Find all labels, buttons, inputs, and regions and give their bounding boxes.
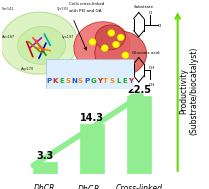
Text: Substrate: Substrate bbox=[134, 5, 154, 9]
Text: rec. E. coli cells: rec. E. coli cells bbox=[71, 81, 102, 85]
Text: Tyr193: Tyr193 bbox=[56, 7, 69, 11]
Text: S: S bbox=[109, 78, 114, 84]
Circle shape bbox=[101, 45, 108, 51]
Text: Lys197: Lys197 bbox=[62, 35, 74, 39]
Text: O: O bbox=[149, 11, 153, 15]
Text: Y: Y bbox=[128, 78, 133, 84]
Ellipse shape bbox=[18, 26, 66, 64]
Text: T: T bbox=[103, 78, 108, 84]
Text: P: P bbox=[47, 78, 52, 84]
Text: Cl: Cl bbox=[158, 24, 162, 28]
Text: Thr191: Thr191 bbox=[50, 67, 63, 71]
Circle shape bbox=[108, 30, 115, 36]
FancyBboxPatch shape bbox=[46, 59, 134, 89]
Bar bbox=[127, 96, 151, 174]
Text: with PEI and GA: with PEI and GA bbox=[69, 9, 102, 13]
Text: OH: OH bbox=[149, 83, 155, 87]
Bar bbox=[80, 124, 104, 174]
Text: OH: OH bbox=[149, 66, 155, 70]
Text: G: G bbox=[90, 78, 96, 84]
Text: S: S bbox=[78, 78, 83, 84]
Text: Asp170: Asp170 bbox=[21, 67, 35, 71]
Text: E: E bbox=[59, 78, 64, 84]
Circle shape bbox=[122, 52, 129, 59]
Circle shape bbox=[112, 41, 120, 48]
Text: 22.5: 22.5 bbox=[127, 84, 151, 94]
Text: K: K bbox=[53, 78, 58, 84]
Text: Ser142: Ser142 bbox=[2, 7, 15, 11]
Text: Asn187: Asn187 bbox=[2, 35, 15, 39]
Bar bbox=[33, 163, 57, 174]
Text: L: L bbox=[116, 78, 120, 84]
Text: P: P bbox=[84, 78, 89, 84]
Ellipse shape bbox=[0, 12, 78, 74]
Ellipse shape bbox=[95, 31, 147, 76]
Ellipse shape bbox=[95, 25, 125, 50]
Text: 3.3: 3.3 bbox=[36, 151, 54, 161]
Text: E: E bbox=[122, 78, 127, 84]
Circle shape bbox=[89, 39, 96, 45]
Text: Cells cross-linked: Cells cross-linked bbox=[69, 2, 104, 5]
Text: N: N bbox=[71, 78, 77, 84]
Text: 14.3: 14.3 bbox=[80, 113, 104, 123]
Text: S: S bbox=[65, 78, 70, 84]
Text: Y: Y bbox=[97, 78, 102, 84]
Circle shape bbox=[117, 34, 124, 41]
Ellipse shape bbox=[74, 22, 130, 71]
Text: Gluconic acid: Gluconic acid bbox=[132, 51, 159, 55]
Text: Productivity
(Substrate/biocatalyst): Productivity (Substrate/biocatalyst) bbox=[180, 46, 199, 135]
